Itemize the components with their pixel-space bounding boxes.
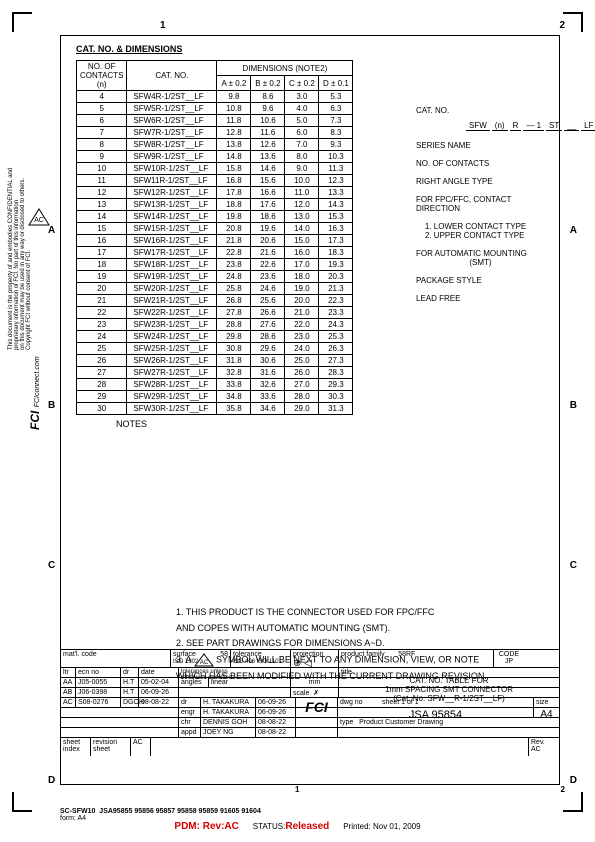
callout-item: LEAD FREE xyxy=(416,294,595,303)
zone-right-B: B xyxy=(570,400,577,411)
zone-bot-2: 2 xyxy=(561,785,565,794)
table-row: 18SFW18R-1/2ST__LF23.822.617.019.3 xyxy=(77,259,353,271)
zone-left-C: C xyxy=(48,560,55,571)
callout-item: SERIES NAME xyxy=(416,141,595,150)
table-row: 27SFW27R-1/2ST__LF32.831.626.028.3 xyxy=(77,367,353,379)
table-row: 19SFW19R-1/2ST__LF24.823.618.020.3 xyxy=(77,271,353,283)
table-row: 20SFW20R-1/2ST__LF25.824.619.021.3 xyxy=(77,283,353,295)
callout-item: FOR FPC/FFC, CONTACT DIRECTION xyxy=(416,195,595,213)
confidential-text: This document is the property of and emb… xyxy=(8,150,32,350)
callout-item: 1. LOWER CONTACT TYPE 2. UPPER CONTACT T… xyxy=(416,222,595,240)
callout-item: PACKAGE STYLE xyxy=(416,276,595,285)
callout-item: FOR AUTOMATIC MOUNTING (SMT) xyxy=(416,249,595,267)
callout-item: RIGHT ANGLE TYPE xyxy=(416,177,595,186)
table-row: 8SFW8R-1/2ST__LF13.812.67.09.3 xyxy=(77,139,353,151)
table-row: 6SFW6R-1/2ST__LF11.810.65.07.3 xyxy=(77,115,353,127)
catno-callouts: CAT. NO. SFW (n) R — 1 ST __ LF SERIES N… xyxy=(416,106,595,312)
table-row: 23SFW23R-1/2ST__LF28.827.622.024.3 xyxy=(77,319,353,331)
table-row: 4SFW4R-1/2ST__LF9.88.63.05.3 xyxy=(77,91,353,103)
table-row: 15SFW15R-1/2ST__LF20.819.614.016.3 xyxy=(77,223,353,235)
table-row: 10SFW10R-1/2ST__LF15.814.69.011.3 xyxy=(77,163,353,175)
table-row: 17SFW17R-1/2ST__LF22.821.616.018.3 xyxy=(77,247,353,259)
zone-right-C: C xyxy=(570,560,577,571)
zone-left-B: B xyxy=(48,400,55,411)
drawing-frame: CAT. NO. & DIMENSIONS NO. OFCONTACTS(n) … xyxy=(60,35,560,785)
svg-text:AC: AC xyxy=(34,217,44,224)
corner-br xyxy=(563,792,583,812)
zone-top-2: 2 xyxy=(559,20,565,31)
dimensions-table: NO. OFCONTACTS(n) CAT. NO. DIMENSIONS (N… xyxy=(76,60,353,415)
table-row: 11SFW11R-1/2ST__LF16.815.610.012.3 xyxy=(77,175,353,187)
table-row: 22SFW22R-1/2ST__LF27.826.621.023.3 xyxy=(77,307,353,319)
table-row: 28SFW28R-1/2ST__LF33.832.627.029.3 xyxy=(77,379,353,391)
table-row: 21SFW21R-1/2ST__LF26.825.620.022.3 xyxy=(77,295,353,307)
corner-tr xyxy=(563,12,583,32)
section-title: CAT. NO. & DIMENSIONS xyxy=(76,44,353,54)
table-row: 9SFW9R-1/2ST__LF14.813.68.010.3 xyxy=(77,151,353,163)
table-row: 13SFW13R-1/2ST__LF18.817.612.014.3 xyxy=(77,199,353,211)
callout-item: NO. OF CONTACTS xyxy=(416,159,595,168)
zone-right-D: D xyxy=(570,775,577,786)
table-row: 5SFW5R-1/2ST__LF10.89.64.06.3 xyxy=(77,103,353,115)
table-row: 25SFW25R-1/2ST__LF30.829.624.026.3 xyxy=(77,343,353,355)
table-row: 26SFW26R-1/2ST__LF31.830.625.027.3 xyxy=(77,355,353,367)
corner-bl xyxy=(12,792,32,812)
table-row: 29SFW29R-1/2ST__LF34.833.628.030.3 xyxy=(77,391,353,403)
table-row: 24SFW24R-1/2ST__LF29.828.623.025.3 xyxy=(77,331,353,343)
table-row: 7SFW7R-1/2ST__LF12.811.66.08.3 xyxy=(77,127,353,139)
bottom-sc: SC-SFW10 JSA95855 95856 95857 95858 9585… xyxy=(60,808,261,822)
zone-bot-1: 1 xyxy=(295,785,299,794)
title-block: mat'l. code surface 58ISO 1302 tolerance… xyxy=(61,649,559,784)
footer-status: PDM: Rev:AC STATUS:Released Printed: Nov… xyxy=(0,821,595,832)
fci-logo-side: FCI FCIconnect.com xyxy=(28,356,42,430)
corner-tl xyxy=(12,12,32,32)
table-row: 12SFW12R-1/2ST__LF17.816.611.013.3 xyxy=(77,187,353,199)
table-row: 14SFW14R-1/2ST__LF19.818.613.015.3 xyxy=(77,211,353,223)
notes-label: NOTES xyxy=(116,419,353,429)
table-row: 16SFW16R-1/2ST__LF21.820.615.017.3 xyxy=(77,235,353,247)
table-row: 30SFW30R-1/2ST__LF35.834.629.031.3 xyxy=(77,403,353,415)
zone-top-1: 1 xyxy=(160,20,166,31)
zone-left-D: D xyxy=(48,775,55,786)
